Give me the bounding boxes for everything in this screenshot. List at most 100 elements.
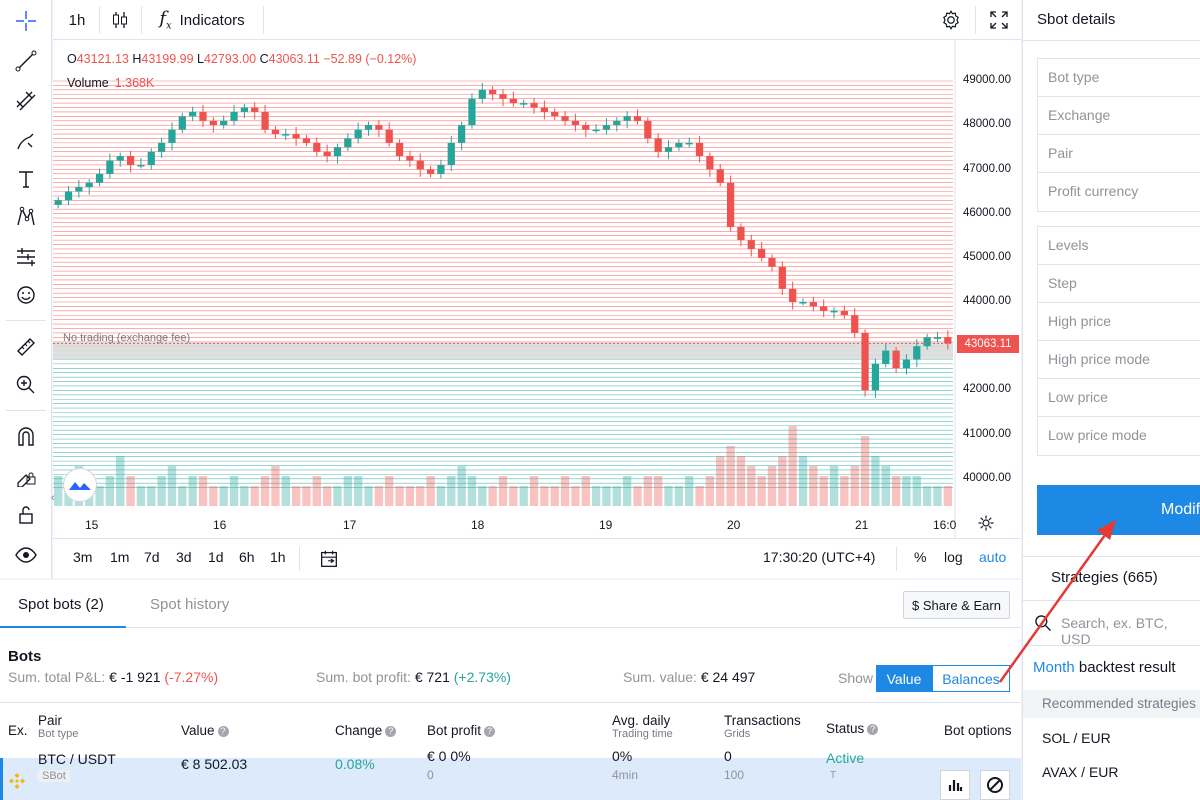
share-earn-button[interactable]: $ Share & Earn <box>903 591 1010 619</box>
volume-bar <box>488 486 497 506</box>
price-chart[interactable]: O43121.13 H43199.99 L42793.00 C43063.11 … <box>51 40 1021 578</box>
candle-type-icon[interactable] <box>105 0 135 40</box>
table-row[interactable]: BTC / USDT SBot € 8 502.03 0.08% € 0 0% … <box>0 748 1021 800</box>
percent-toggle[interactable]: % <box>914 549 927 565</box>
y-tick: 44000.00 <box>963 295 1011 307</box>
range-button-1m[interactable]: 1m <box>110 549 130 565</box>
auto-toggle[interactable]: auto <box>979 549 1007 565</box>
eye-icon[interactable] <box>8 540 44 570</box>
lock-drawing-icon[interactable] <box>8 460 44 490</box>
show-value-button[interactable]: Value <box>876 665 932 692</box>
range-button-3m[interactable]: 3m <box>73 549 93 565</box>
col-avg-daily[interactable]: Avg. daily Trading time <box>612 713 673 740</box>
volume-bar <box>933 486 942 506</box>
exchange-field[interactable]: Exchange <box>1038 97 1200 135</box>
volume-bar <box>922 486 932 506</box>
volume-bar <box>126 476 135 506</box>
strategy-item[interactable]: SOL / EUR <box>1042 730 1111 746</box>
axis-settings-icon[interactable] <box>977 514 995 537</box>
col-value[interactable]: Value? <box>181 723 229 738</box>
collapse-arrow-icon[interactable]: ‹ <box>51 492 55 504</box>
indicators-button[interactable]: fx Indicators <box>147 0 257 40</box>
bot-stop-button[interactable] <box>980 770 1010 800</box>
candle-body <box>520 103 528 105</box>
profit-currency-field[interactable]: Profit currency <box>1048 183 1139 199</box>
range-button-6h[interactable]: 6h <box>239 549 255 565</box>
col-status-label: Status <box>826 721 865 736</box>
tradingview-logo[interactable] <box>63 468 97 502</box>
log-toggle[interactable]: log <box>944 549 963 565</box>
forecast-icon[interactable] <box>8 242 44 272</box>
backtest-label: backtest result <box>1074 659 1176 676</box>
candle-body <box>758 248 766 258</box>
brush-icon[interactable] <box>8 126 44 156</box>
ruler-icon[interactable] <box>8 332 44 362</box>
emoji-icon[interactable] <box>8 280 44 310</box>
zoom-in-icon[interactable] <box>8 370 44 400</box>
trendline-icon[interactable] <box>8 46 44 76</box>
crosshair-icon[interactable] <box>8 6 44 36</box>
clock-readout[interactable]: 17:30:20 (UTC+4) <box>763 549 876 565</box>
backtest-period[interactable]: Month backtest result <box>1033 659 1176 676</box>
timeframe-button[interactable]: 1h <box>68 11 86 29</box>
tab-spot-history[interactable]: Spot history <box>150 596 230 613</box>
tab-spot-bots[interactable]: Spot bots (2) <box>18 596 104 613</box>
volume-bar <box>354 476 363 506</box>
bot-type-field[interactable]: Bot type <box>1038 59 1200 97</box>
volume-bar <box>147 486 156 506</box>
range-button-1d[interactable]: 1d <box>208 549 224 565</box>
text-tool-icon[interactable] <box>8 164 44 194</box>
x-tick: 20 <box>727 518 741 532</box>
levels-field[interactable]: Levels <box>1038 227 1200 265</box>
backtest-month-link[interactable]: Month <box>1033 659 1075 676</box>
candlestick-plot[interactable] <box>53 40 1021 538</box>
magnet-icon[interactable] <box>8 422 44 452</box>
range-button-1h[interactable]: 1h <box>270 549 286 565</box>
toolbar-divider <box>6 410 46 411</box>
pattern-icon[interactable] <box>8 202 44 232</box>
search-placeholder: Search, ex. BTC, USD <box>1061 615 1168 647</box>
col-bot-profit[interactable]: Bot profit? <box>427 723 496 738</box>
strategy-search-input[interactable]: Search, ex. BTC, USD <box>1023 600 1200 647</box>
volume-bar <box>95 486 104 506</box>
step-field[interactable]: Step <box>1038 265 1200 303</box>
help-icon[interactable]: ? <box>867 724 879 735</box>
strategy-item[interactable]: AVAX / EUR <box>1042 764 1119 780</box>
help-icon[interactable]: ? <box>484 726 496 737</box>
col-status[interactable]: Status? <box>826 721 879 736</box>
high-price-mode-field[interactable]: High price mode <box>1038 341 1200 379</box>
col-change[interactable]: Change? <box>335 723 397 738</box>
goto-date-icon[interactable] <box>318 548 340 575</box>
help-icon[interactable]: ? <box>385 726 397 737</box>
help-icon[interactable]: ? <box>217 726 229 737</box>
col-transactions[interactable]: Transactions Grids <box>724 713 801 740</box>
sum-total-pl: Sum. total P&L: € -1 921 (-7.27%) <box>8 669 218 685</box>
fullscreen-icon[interactable] <box>983 0 1015 40</box>
candle-body <box>944 337 952 344</box>
bot-profit-sub: 0 <box>427 768 434 782</box>
col-pair[interactable]: Pair Bot type <box>38 713 78 740</box>
bot-profit: € 0 0% <box>427 748 471 764</box>
volume-bar <box>550 486 559 506</box>
range-button-3d[interactable]: 3d <box>176 549 192 565</box>
no-trading-label: No trading (exchange fee) <box>63 332 191 344</box>
candle-body <box>551 111 559 117</box>
modify-button[interactable]: Modif <box>1037 485 1200 535</box>
lock-icon[interactable] <box>8 500 44 530</box>
tab-strategies[interactable]: Strategies (665) <box>1023 556 1200 600</box>
pair-field[interactable]: Pair <box>1038 135 1200 173</box>
bot-chart-button[interactable] <box>940 770 970 800</box>
volume-bar <box>788 426 797 506</box>
candle-body <box>654 138 662 152</box>
high-price-field[interactable]: High price <box>1038 303 1200 341</box>
settings-gear-icon[interactable] <box>935 0 967 40</box>
show-label: Show <box>838 670 874 686</box>
volume-bar <box>136 486 146 506</box>
low-price-field[interactable]: Low price <box>1038 379 1200 417</box>
fib-tool-icon[interactable] <box>8 86 44 116</box>
show-balances-button[interactable]: Balances <box>932 665 1010 692</box>
volume-bar <box>302 486 311 506</box>
low-price-mode-field[interactable]: Low price mode <box>1048 427 1147 443</box>
range-button-7d[interactable]: 7d <box>144 549 160 565</box>
candle-body <box>571 120 580 126</box>
